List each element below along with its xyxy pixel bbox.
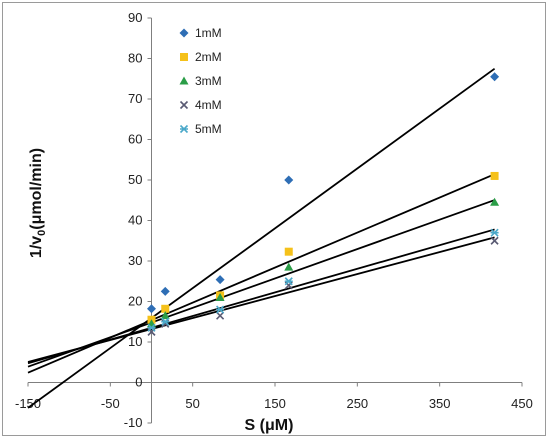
trend-line-5mM [27, 228, 495, 365]
data-point-5mM [216, 305, 225, 314]
trend-lines [27, 67, 496, 409]
data-point-2mM [284, 247, 293, 256]
x-tick-label: 350 [429, 396, 451, 411]
x-tick-label: -150 [15, 396, 41, 411]
y-tick-label: 90 [128, 10, 142, 25]
legend: 1mM 2mM 3mM 4mM 5mM [179, 26, 222, 136]
x-tick-label: 450 [511, 396, 533, 411]
y-tick-label: 10 [128, 334, 142, 349]
data-point-2mM [161, 304, 170, 313]
x-axis-title: S (μM) [245, 417, 294, 434]
axes: -10 0 10 20 30 40 50 60 70 80 90 -150 -50 50 150 250 350… [15, 10, 533, 430]
y-axis-title-subscript: 0 [36, 230, 48, 236]
y-tick-label: 40 [128, 213, 142, 228]
data-points [147, 72, 500, 336]
x-tick-label: 50 [185, 396, 199, 411]
legend-marker-3mM [179, 76, 189, 85]
legend-label-4mM: 4mM [195, 98, 222, 112]
legend-label-2mM: 2mM [195, 50, 222, 64]
y-axis-title-unit: (μmol/min) [28, 148, 45, 230]
y-axis-title-main: 1/v [28, 236, 45, 258]
legend-marker-1mM [179, 28, 189, 38]
y-tick-label: 60 [128, 132, 142, 147]
legend-marker-5mM [179, 124, 189, 134]
data-point-5mM [284, 277, 293, 286]
legend-label-3mM: 3mM [195, 74, 222, 88]
trend-line-1mM [27, 67, 496, 409]
y-tick-label: 0 [135, 375, 142, 390]
data-point-4mM [216, 311, 225, 320]
legend-marker-4mM [179, 100, 189, 110]
data-point-3mM [284, 262, 294, 271]
legend-label-5mM: 5mM [195, 122, 222, 136]
data-point-1mM [215, 275, 225, 285]
legend-label-1mM: 1mM [195, 26, 222, 40]
data-point-1mM [490, 72, 500, 82]
data-point-1mM [147, 304, 156, 314]
y-tick-label: 50 [128, 172, 142, 187]
data-point-5mM [490, 228, 499, 237]
data-point-1mM [160, 286, 170, 296]
data-point-5mM [161, 317, 170, 326]
data-point-3mM [160, 311, 170, 320]
y-tick-label: 70 [128, 91, 142, 106]
scatter-chart: -10 0 10 20 30 40 50 60 70 80 90 -150 -50 50 150 250 350… [15, 10, 533, 434]
data-point-2mM [490, 171, 499, 180]
y-tick-label: 20 [128, 294, 142, 309]
data-point-1mM [284, 175, 294, 185]
y-tick-label: 30 [128, 253, 142, 268]
trend-line-3mM [27, 199, 495, 368]
legend-marker-2mM [180, 53, 188, 61]
data-point-3mM [490, 197, 500, 206]
x-tick-label: 250 [346, 396, 368, 411]
y-tick-label: -10 [124, 415, 143, 430]
chart-frame: -10 0 10 20 30 40 50 60 70 80 90 -150 -50 50 150 250 350… [2, 2, 546, 436]
y-tick-label: 80 [128, 51, 142, 66]
x-tick-label: 150 [264, 396, 286, 411]
y-axis-title: 1/v0(μmol/min) [28, 148, 48, 258]
data-point-5mM [147, 323, 156, 332]
data-point-4mM [490, 236, 499, 245]
data-point-3mM [215, 292, 225, 301]
x-tick-label: -50 [101, 396, 120, 411]
